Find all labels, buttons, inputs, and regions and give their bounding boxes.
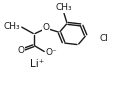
Text: Cl: Cl	[100, 34, 108, 43]
Text: CH₃: CH₃	[4, 22, 20, 31]
Text: Li⁺: Li⁺	[30, 59, 44, 69]
Text: CH₃: CH₃	[55, 3, 72, 12]
Text: O: O	[43, 23, 50, 32]
Text: O: O	[17, 46, 24, 55]
Text: O⁻: O⁻	[46, 48, 57, 57]
